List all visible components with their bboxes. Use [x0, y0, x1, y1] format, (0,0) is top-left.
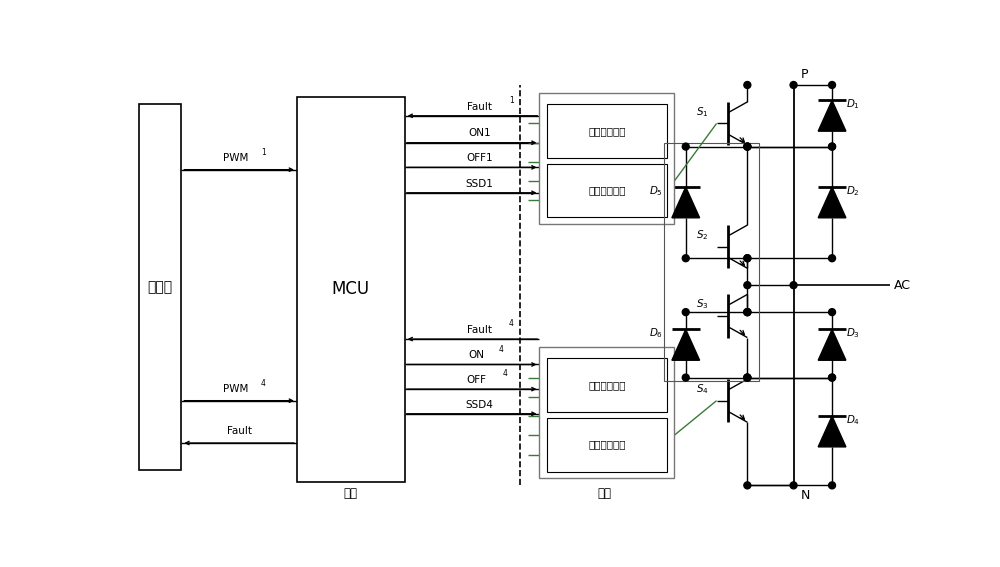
- Circle shape: [682, 374, 689, 381]
- Circle shape: [744, 308, 751, 316]
- Text: $S_3$: $S_3$: [696, 298, 709, 311]
- Text: $D_1$: $D_1$: [846, 98, 860, 111]
- Circle shape: [829, 482, 836, 489]
- Text: 副边: 副边: [598, 486, 612, 500]
- Circle shape: [829, 374, 836, 381]
- Circle shape: [744, 255, 751, 262]
- Text: MCU: MCU: [332, 280, 370, 298]
- Bar: [547, 418, 667, 472]
- Circle shape: [744, 308, 751, 316]
- Polygon shape: [818, 187, 846, 218]
- Text: ON1: ON1: [468, 129, 491, 138]
- Circle shape: [829, 308, 836, 316]
- Text: OFF1: OFF1: [466, 153, 493, 163]
- Bar: [547, 163, 667, 217]
- Text: $S_1$: $S_1$: [696, 105, 709, 119]
- Circle shape: [744, 374, 751, 381]
- Text: $S_4$: $S_4$: [696, 382, 709, 396]
- Circle shape: [744, 374, 751, 381]
- Text: $D_6$: $D_6$: [649, 327, 663, 340]
- Bar: [664, 143, 759, 382]
- Text: AC: AC: [894, 278, 911, 291]
- Text: Fault: Fault: [467, 325, 492, 335]
- Text: 4: 4: [261, 379, 266, 388]
- Text: $D_3$: $D_3$: [846, 327, 860, 340]
- Polygon shape: [672, 187, 700, 218]
- Circle shape: [790, 482, 797, 489]
- Text: Fault: Fault: [227, 426, 252, 437]
- Circle shape: [682, 143, 689, 150]
- Circle shape: [682, 308, 689, 316]
- Text: ON: ON: [468, 350, 484, 360]
- Text: $D_2$: $D_2$: [846, 184, 860, 198]
- Bar: [547, 104, 667, 158]
- Polygon shape: [818, 416, 846, 447]
- Text: SSD1: SSD1: [466, 179, 494, 189]
- Text: PWM: PWM: [223, 384, 248, 394]
- Text: 4: 4: [503, 369, 508, 378]
- Bar: [539, 347, 674, 477]
- Circle shape: [829, 143, 836, 150]
- Text: 原边: 原边: [344, 486, 358, 500]
- Circle shape: [829, 82, 836, 88]
- Text: $S_2$: $S_2$: [696, 229, 709, 242]
- Text: 故障检测电路: 故障检测电路: [588, 380, 626, 390]
- Bar: [139, 104, 181, 470]
- Bar: [297, 96, 405, 481]
- Polygon shape: [818, 329, 846, 360]
- Circle shape: [790, 282, 797, 289]
- Text: OFF: OFF: [466, 375, 486, 385]
- Text: 4: 4: [499, 345, 504, 354]
- Text: $D_4$: $D_4$: [846, 413, 860, 427]
- Circle shape: [744, 308, 751, 316]
- Polygon shape: [818, 100, 846, 131]
- Circle shape: [829, 374, 836, 381]
- Circle shape: [744, 255, 751, 262]
- Text: $D_5$: $D_5$: [649, 184, 663, 198]
- Circle shape: [744, 143, 751, 150]
- Circle shape: [829, 255, 836, 262]
- Text: 1: 1: [261, 147, 265, 156]
- Circle shape: [744, 143, 751, 150]
- Text: PWM: PWM: [223, 153, 248, 163]
- Text: 1: 1: [509, 96, 514, 105]
- Text: 上位机: 上位机: [148, 280, 173, 294]
- Text: N: N: [801, 489, 811, 502]
- Text: SSD4: SSD4: [466, 400, 494, 409]
- Text: 推挝放大电路: 推挝放大电路: [588, 185, 626, 196]
- Text: 4: 4: [509, 319, 514, 328]
- Circle shape: [790, 82, 797, 88]
- Bar: [547, 358, 667, 412]
- Circle shape: [744, 143, 751, 150]
- Text: P: P: [801, 69, 809, 82]
- Text: Fault: Fault: [467, 101, 492, 112]
- Polygon shape: [672, 329, 700, 360]
- Text: 推挝放大电路: 推挝放大电路: [588, 439, 626, 450]
- Circle shape: [744, 482, 751, 489]
- Circle shape: [744, 82, 751, 88]
- Bar: [539, 92, 674, 223]
- Circle shape: [829, 143, 836, 150]
- Circle shape: [744, 282, 751, 289]
- Circle shape: [682, 255, 689, 262]
- Text: 故障检测电路: 故障检测电路: [588, 126, 626, 136]
- Circle shape: [744, 374, 751, 381]
